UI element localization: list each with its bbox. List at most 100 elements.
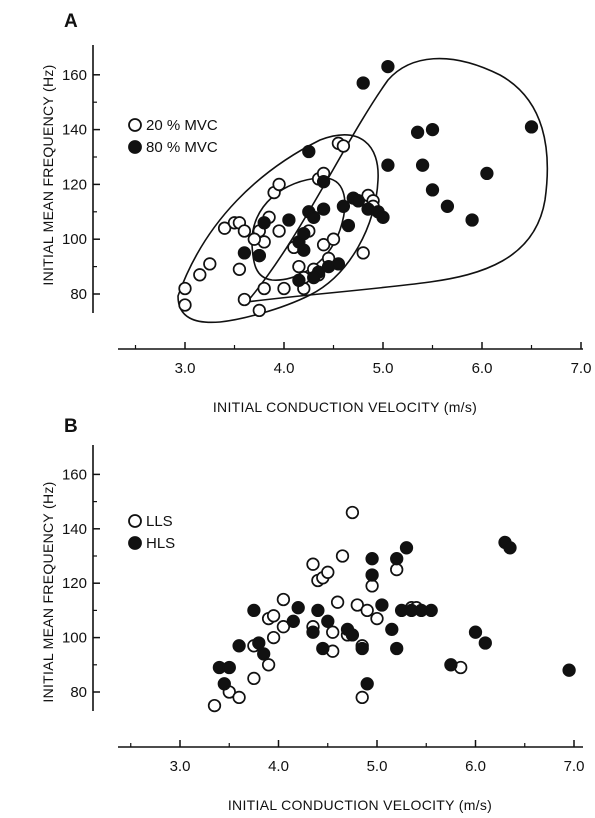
data-point-open <box>390 562 404 577</box>
data-point-open <box>335 549 350 563</box>
legend-label-20-mvc: 20 % MVC <box>146 117 218 134</box>
data-point-open <box>232 262 247 276</box>
data-point-filled <box>399 541 414 555</box>
data-point-open <box>350 598 364 612</box>
data-point-open <box>276 620 291 634</box>
data-point-open <box>370 611 384 626</box>
data-point-open <box>217 221 232 235</box>
panel-a-y-tick-label: 80 <box>70 286 87 303</box>
data-point-filled <box>316 175 331 189</box>
data-point-filled <box>306 625 320 639</box>
data-point-filled <box>385 622 399 637</box>
data-point-filled <box>425 183 440 197</box>
panel-a-x-tick-label: 3.0 <box>175 360 196 377</box>
data-point-open <box>266 609 281 623</box>
panel-a-x-tick-label: 6.0 <box>472 360 493 377</box>
data-point-open <box>266 630 281 645</box>
panel-b-x-tick-label: 4.0 <box>268 758 289 775</box>
data-point-filled <box>478 636 492 650</box>
panel-a-y-tick-label: 160 <box>62 67 87 84</box>
data-point-filled <box>390 641 404 656</box>
data-point-filled <box>365 552 379 566</box>
data-point-filled <box>252 636 266 650</box>
panel-a-y-tick-label: 140 <box>62 122 87 139</box>
legend-filled-circle-icon <box>128 536 142 550</box>
data-point-filled <box>316 641 330 656</box>
panel-b-label: B <box>64 416 78 437</box>
panel-b-y-tick-label: 140 <box>62 521 87 538</box>
data-point-open <box>178 298 192 312</box>
data-point-filled <box>424 603 438 618</box>
data-point-filled <box>345 628 360 642</box>
panel-b-x-tick-label: 5.0 <box>367 758 388 775</box>
data-point-open <box>316 238 331 252</box>
data-point-filled <box>257 647 271 661</box>
data-point-open <box>193 268 207 282</box>
data-point-filled <box>410 125 425 139</box>
data-point-filled <box>316 202 331 216</box>
data-point-open <box>277 281 291 296</box>
data-point-filled <box>286 614 300 628</box>
data-point-filled <box>302 144 316 159</box>
panel-b-y-tick-label: 160 <box>62 466 87 483</box>
data-point-filled <box>440 199 455 213</box>
panel-b-axes: 80 100 120 140 160 3.0 4.0 5.0 6.0 7.0 <box>62 445 584 775</box>
data-point-filled <box>360 677 374 691</box>
envelope-80-mvc <box>245 57 549 304</box>
data-point-open <box>272 177 286 192</box>
data-point-open <box>365 579 379 593</box>
data-point-open <box>252 303 266 318</box>
data-point-filled <box>465 213 479 227</box>
panel-a-label: A <box>64 11 78 32</box>
data-point-open <box>330 595 345 609</box>
data-point-open <box>237 224 252 238</box>
panel-a-x-tick-label: 5.0 <box>373 360 394 377</box>
data-point-open <box>326 625 340 639</box>
data-point-filled <box>307 270 321 285</box>
data-point-filled <box>375 598 389 612</box>
data-point-filled <box>390 552 404 566</box>
legend-open-circle-icon <box>128 118 142 132</box>
data-point-open <box>247 671 261 686</box>
panel-b-x-tick-label: 6.0 <box>465 758 486 775</box>
panel-a-legend: 20 % MVC 80 % MVC <box>128 117 218 156</box>
panel-b-x-axis-title: INITIAL CONDUCTION VELOCITY (m/s) <box>228 797 492 813</box>
data-point-filled <box>297 243 311 257</box>
data-point-filled <box>376 210 390 224</box>
legend-open-circle-icon <box>128 514 142 528</box>
panel-b-x-tick-label: 3.0 <box>170 758 191 775</box>
panel-b-legend: LLS HLS <box>128 513 175 552</box>
data-point-open <box>355 690 369 705</box>
data-point-open <box>272 224 286 238</box>
legend-label-80-mvc: 80 % MVC <box>146 139 218 156</box>
data-point-filled <box>381 59 395 74</box>
legend-filled-circle-icon <box>128 140 142 154</box>
data-point-open <box>247 232 261 246</box>
data-point-filled <box>297 227 311 241</box>
panel-a-y-tick-label: 120 <box>62 176 87 193</box>
data-point-filled <box>336 199 351 213</box>
panel-b-y-tick-label: 120 <box>62 575 87 592</box>
data-point-filled <box>321 614 335 628</box>
data-point-filled <box>480 166 494 181</box>
data-point-open <box>321 565 335 579</box>
data-point-filled <box>282 213 296 227</box>
data-point-open <box>232 690 246 705</box>
panel-a-x-tick-label: 7.0 <box>571 360 592 377</box>
panel-a-data-points <box>178 59 539 318</box>
panel-a-axes: 80 100 120 140 160 3.0 4.0 5.0 6.0 7.0 <box>62 45 591 377</box>
data-point-filled <box>247 603 261 618</box>
data-point-filled <box>415 158 430 172</box>
data-point-filled <box>351 194 365 208</box>
panel-b-y-axis-title: INITIAL MEAN FREQUENCY (Hz) <box>40 481 56 702</box>
data-point-filled <box>468 625 483 639</box>
panel-b-y-tick-label: 100 <box>62 630 87 647</box>
data-point-open <box>360 603 374 618</box>
data-point-filled <box>307 210 321 224</box>
data-point-open <box>207 698 222 713</box>
data-point-filled <box>232 639 246 653</box>
legend-label-lls: LLS <box>146 513 173 530</box>
data-point-filled <box>425 122 440 137</box>
